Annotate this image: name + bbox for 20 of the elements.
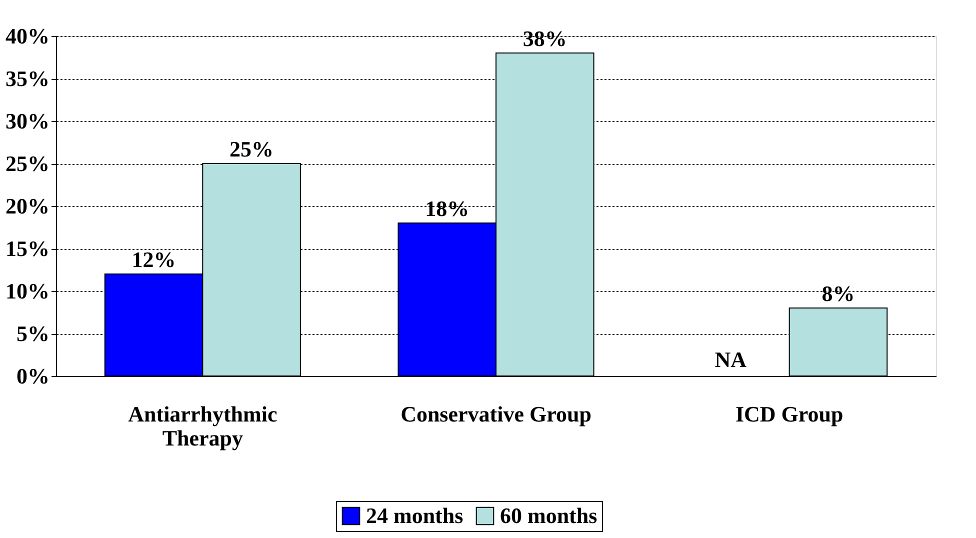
y-tick-label: 10%: [6, 278, 50, 304]
y-tick-label: 20%: [6, 194, 50, 218]
data-label: 25%: [230, 136, 274, 162]
legend-label: 60 months: [500, 503, 598, 528]
y-tick-label: 25%: [6, 151, 50, 176]
y-tick-label: 35%: [6, 66, 50, 91]
x-tick-label: Antiarrhythmic Therapy: [128, 402, 278, 450]
y-tick-label: 15%: [6, 236, 50, 261]
data-label: 12%: [132, 247, 176, 272]
y-tick-label: 40%: [6, 24, 50, 48]
data-label: 8%: [822, 281, 855, 306]
y-tick-label: 5%: [16, 321, 50, 346]
data-label: 38%: [522, 26, 567, 51]
legend-label: 24 months: [366, 503, 464, 528]
y-tick-label: 30%: [6, 108, 50, 134]
annotation: NA: [714, 347, 747, 372]
x-tick-label: ICD Group: [735, 402, 844, 426]
data-label: 18%: [425, 196, 470, 221]
y-tick-label: 0%: [16, 364, 50, 388]
x-tick-label: Conservative Group: [400, 402, 592, 426]
